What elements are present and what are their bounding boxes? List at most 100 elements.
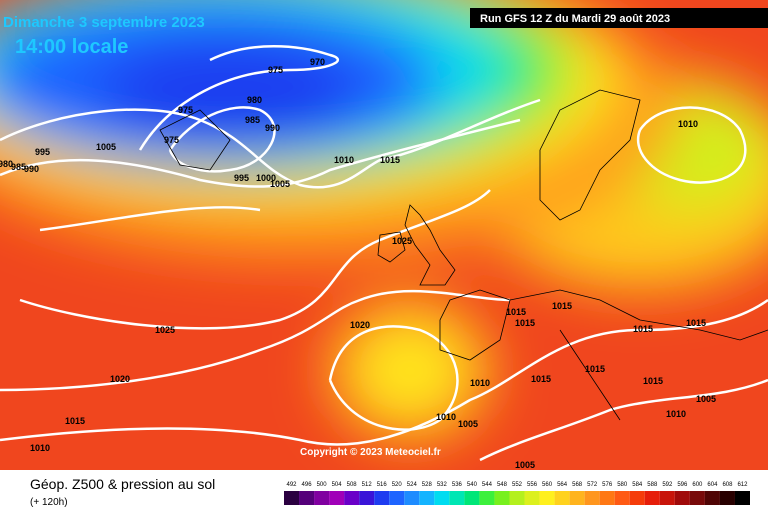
color-cell: [329, 491, 345, 505]
color-cell: [584, 491, 600, 505]
color-label: 580: [617, 482, 628, 488]
isobar-label: 980: [0, 159, 13, 169]
color-cell: [614, 491, 630, 505]
color-label: 520: [392, 482, 403, 488]
color-cell: [389, 491, 405, 505]
color-cell: [674, 491, 690, 505]
isobar-label: 1020: [350, 320, 370, 330]
isobar-label: 975: [164, 135, 179, 145]
isobar-label: 990: [265, 123, 280, 133]
color-label: 508: [347, 482, 358, 488]
isobar-lines: [0, 45, 768, 462]
color-label: 588: [647, 482, 658, 488]
color-cell: [344, 491, 360, 505]
isobar-label: 1010: [436, 412, 456, 422]
isobar-label: 1010: [334, 155, 354, 165]
isobar-label: 975: [268, 65, 283, 75]
isobar-label: 995: [35, 147, 50, 157]
footer-title: Géop. Z500 & pression au sol: [30, 476, 215, 492]
color-cell: [569, 491, 585, 505]
isobar-label: 970: [310, 57, 325, 67]
color-cell: [644, 491, 660, 505]
isobar-label: 1010: [470, 378, 490, 388]
color-label: 592: [662, 482, 673, 488]
color-label: 492: [287, 482, 298, 488]
copyright: Copyright © 2023 Meteociel.fr: [300, 447, 441, 458]
color-label: 576: [602, 482, 613, 488]
run-info: Run GFS 12 Z du Mardi 29 août 2023: [480, 13, 670, 25]
color-cell: [629, 491, 645, 505]
isobar-label: 1015: [585, 364, 605, 374]
color-cell: [659, 491, 675, 505]
color-scale: 492 496 500 504 508 512 516 520 524 528 532 536 540 5…: [284, 482, 750, 505]
color-label: 500: [317, 482, 328, 488]
color-label: 544: [482, 482, 493, 488]
isobar-label: 1005: [515, 460, 535, 470]
color-label: 572: [587, 482, 598, 488]
isobar-label: 1015: [65, 416, 85, 426]
date-title: Dimanche 3 septembre 2023: [3, 14, 205, 31]
color-cell: [509, 491, 525, 505]
color-cell: [479, 491, 495, 505]
color-label: 568: [572, 482, 583, 488]
color-cell: [299, 491, 315, 505]
color-label: 584: [632, 482, 643, 488]
isobar-label: 1005: [696, 394, 716, 404]
color-label: 552: [512, 482, 523, 488]
isobar-label: 1005: [270, 179, 290, 189]
color-cell: [314, 491, 330, 505]
color-label: 608: [722, 482, 733, 488]
isobar-label: 1015: [643, 376, 663, 386]
run-box: [470, 8, 768, 28]
color-cell: [494, 491, 510, 505]
color-cell: [359, 491, 375, 505]
color-label: 564: [557, 482, 568, 488]
color-cell: [554, 491, 570, 505]
isobar-label: 990: [24, 164, 39, 174]
color-label: 560: [542, 482, 553, 488]
isobar-label: 1005: [458, 419, 478, 429]
color-cell: [734, 491, 750, 505]
color-label: 512: [362, 482, 373, 488]
color-cell: [524, 491, 540, 505]
isobar-label: 1015: [633, 324, 653, 334]
color-cell: [719, 491, 735, 505]
isobar-label: 1020: [110, 374, 130, 384]
color-cell: [374, 491, 390, 505]
isobar-label: 1000: [256, 173, 276, 183]
color-cell: [539, 491, 555, 505]
isobar-label: 975: [178, 105, 193, 115]
color-cell: [689, 491, 705, 505]
isobar-label: 1010: [666, 409, 686, 419]
color-label: 528: [422, 482, 433, 488]
color-label: 504: [332, 482, 343, 488]
color-label: 548: [497, 482, 508, 488]
color-cell: [284, 491, 300, 505]
color-cell: [434, 491, 450, 505]
color-label: 516: [377, 482, 388, 488]
color-label: 524: [407, 482, 418, 488]
time-title: 14:00 locale: [15, 36, 128, 58]
isobar-label: 1015: [531, 374, 551, 384]
isobar-label: 1015: [380, 155, 400, 165]
isobar-label: 1010: [678, 119, 698, 129]
color-label: 600: [692, 482, 703, 488]
color-cell: [404, 491, 420, 505]
color-label: 612: [737, 482, 748, 488]
isobar-label: 1025: [392, 236, 412, 246]
isobar-label: 1015: [686, 318, 706, 328]
isobar-label: 985: [245, 115, 260, 125]
color-label: 540: [467, 482, 478, 488]
color-cell: [419, 491, 435, 505]
isobar-label: 1005: [96, 142, 116, 152]
isobar-label: 985: [11, 162, 26, 172]
color-label: 536: [452, 482, 463, 488]
isobar-label: 1010: [30, 443, 50, 453]
color-label: 532: [437, 482, 448, 488]
coastlines: [159, 89, 768, 421]
color-cell: [464, 491, 480, 505]
field-background: [0, 0, 768, 470]
